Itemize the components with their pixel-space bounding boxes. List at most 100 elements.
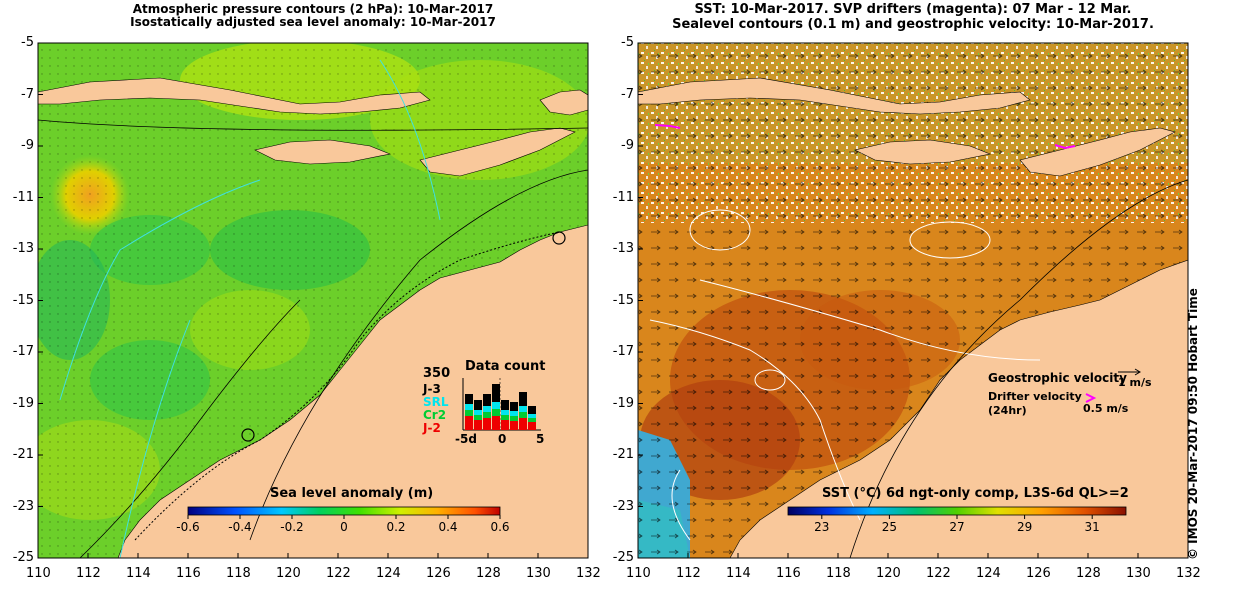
right-lon-tick-label: 118 (826, 566, 851, 581)
sla-colorbar (187, 506, 501, 516)
sealevel-contour (699, 279, 1041, 361)
left-lat-tick-label: -5 (21, 35, 34, 50)
left-lat-tick-label: -19 (12, 395, 34, 411)
histogram-bar-segment (465, 404, 473, 410)
left-lon-tick-label: 122 (326, 566, 351, 581)
sealevel-contour (671, 469, 691, 541)
right-lon-tick-label: 114 (726, 566, 751, 581)
right-lat-tick-label: -19 (612, 395, 634, 411)
histogram-bar-segment (483, 406, 491, 412)
sumba-island (854, 139, 992, 165)
histogram-bar-segment (483, 418, 491, 430)
timor-island (419, 127, 576, 177)
right-lat-tick-label: -11 (612, 189, 634, 205)
right-lon-tick-label: 116 (776, 566, 801, 581)
data-count-series-srl: SRL (423, 395, 449, 409)
histogram-bar-segment (510, 411, 518, 416)
histogram-bar-segment (519, 418, 527, 430)
geostrophic-velocity-scale: 1 m/s (1118, 376, 1152, 389)
sla-colorbar-tick: -0.4 (228, 520, 252, 534)
histogram-bar-segment (501, 400, 509, 410)
data-count-x-tick: -5d (455, 432, 477, 446)
data-count-series-j-2: J-2 (423, 421, 441, 435)
right-lon-tick-label: 110 (626, 566, 651, 581)
geostrophic-velocity-label: Geostrophic velocity (988, 371, 1127, 385)
histogram-bar-segment (501, 420, 509, 430)
histogram-bar-segment (465, 416, 473, 430)
histogram-bar-segment (519, 392, 527, 406)
tide-gauge-marker (241, 428, 255, 442)
histogram-bar-segment (519, 412, 527, 418)
histogram-bar-segment (465, 410, 473, 416)
right-lon-tick-label: 112 (676, 566, 701, 581)
right-lon-tick-label: 130 (1126, 566, 1151, 581)
sst-colorbar-tick: 31 (1084, 520, 1100, 534)
left-lon-tick-label: 132 (576, 566, 601, 581)
histogram-bar-segment (492, 402, 500, 409)
northeast-islands (539, 89, 588, 116)
left-lon-tick-label: 124 (376, 566, 401, 581)
sealevel-contour (689, 209, 751, 251)
histogram-bar-segment (528, 422, 536, 430)
right-lon-tick-label: 128 (1076, 566, 1101, 581)
histogram-bar-segment (528, 414, 536, 418)
histogram-bar-segment (510, 421, 518, 430)
data-count-x-tick: 0 (498, 432, 507, 446)
right-lat-tick-label: -5 (621, 35, 634, 50)
left-lon-tick-label: 118 (226, 566, 251, 581)
altimeter-track (379, 59, 441, 221)
timor-island (1019, 127, 1176, 177)
sealevel-contour (909, 221, 991, 259)
left-lon-tick-label: 126 (426, 566, 451, 581)
right-lat-tick-label: -9 (621, 138, 634, 153)
geostrophic-scale-arrow (1118, 368, 1141, 376)
sla-colorbar-tick: -0.6 (176, 520, 200, 534)
right-lat-tick-label: -25 (612, 550, 634, 565)
histogram-bar-segment (528, 406, 536, 414)
isobath-contour (849, 179, 1188, 558)
histogram-bar-segment (474, 420, 482, 430)
left-lat-tick-label: -7 (21, 86, 34, 102)
altimeter-track (119, 319, 191, 558)
java-bali-islands (38, 77, 431, 115)
histogram-bar-segment (510, 402, 518, 411)
drifter-velocity-label: Drifter velocity (988, 390, 1082, 403)
svp-drifter-track (654, 124, 681, 129)
sst-colorbar-tick: 25 (881, 520, 898, 534)
sst-colorbar-tick: 29 (1016, 520, 1033, 534)
left-lon-tick-label: 130 (526, 566, 551, 581)
histogram-bar-segment (492, 384, 500, 402)
histogram-bar-segment (510, 416, 518, 421)
right-lon-tick-label: 122 (926, 566, 951, 581)
right-map (638, 43, 1188, 558)
data-count-series-j-3: J-3 (423, 382, 441, 396)
right-title-line2: Sealevel contours (0.1 m) and geostrophi… (672, 17, 1154, 32)
data-count-x-tick: 5 (536, 432, 545, 446)
sla-colorbar-tick: 0 (340, 520, 348, 534)
histogram-bars (465, 384, 536, 430)
right-lon-tick-label: 132 (1176, 566, 1201, 581)
left-lat-tick-label: -11 (12, 189, 34, 205)
australia-land (117, 224, 588, 558)
histogram-bar-segment (474, 415, 482, 420)
histogram-bar-segment (474, 400, 482, 410)
histogram-bar-segment (501, 415, 509, 420)
left-lon-tick-label: 112 (76, 566, 101, 581)
left-lat-tick-label: -13 (12, 241, 34, 256)
histogram-bar-segment (492, 409, 500, 416)
histogram-bar-segment (519, 406, 527, 412)
right-lon-tick-label: 120 (876, 566, 901, 581)
right-lat-tick-label: -23 (612, 498, 634, 514)
pressure-contour (38, 119, 588, 131)
data-count-title: Data count (465, 359, 546, 374)
histogram-bar-segment (483, 394, 491, 406)
java-bali-islands (638, 77, 1031, 115)
altimeter-track (59, 179, 261, 401)
right-title-line1: SST: 10-Mar-2017. SVP drifters (magenta)… (694, 2, 1132, 17)
sla-colorbar-tick: 0.2 (386, 520, 406, 534)
left-lon-tick-label: 120 (276, 566, 301, 581)
right-lat-tick-label: -21 (612, 447, 634, 462)
drifter-velocity-period: (24hr) (988, 404, 1027, 417)
sla-colorbar-tick: -0.2 (280, 520, 304, 534)
